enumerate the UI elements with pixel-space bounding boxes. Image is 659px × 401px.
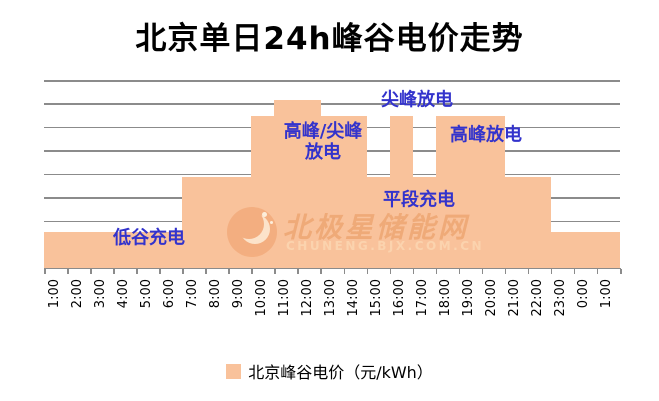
x-tick-label: 6:00 (161, 279, 177, 309)
gridline (44, 103, 620, 105)
bar-13:00 (320, 116, 344, 268)
bar-22:00 (527, 177, 552, 268)
bar-1:00 (44, 232, 68, 268)
axis-tick (343, 269, 346, 274)
axis-tick (458, 269, 461, 274)
axis-tick (44, 269, 46, 274)
axis-tick (435, 269, 438, 274)
axis-tick (366, 269, 369, 274)
bar-2:00 (67, 232, 91, 268)
axis-tick (228, 269, 230, 274)
axis-tick (274, 269, 276, 274)
bar-17:00 (412, 177, 437, 268)
axis-tick (412, 269, 415, 274)
bar-21:00 (504, 177, 529, 268)
axis-tick (596, 269, 599, 274)
watermark-url: CHUNENG.BJX.COM.CN (286, 239, 485, 253)
x-tick-label: 15:00 (369, 279, 385, 317)
bar-12:00 (297, 99, 321, 268)
axis-tick (182, 269, 184, 274)
axis-tick (389, 269, 392, 274)
axis-tick (90, 269, 92, 274)
bar-7:00 (182, 177, 206, 268)
x-tick-label: 4:00 (115, 279, 131, 309)
axis-tick (504, 269, 507, 274)
plot-area (44, 80, 621, 268)
x-tick-label: 3:00 (92, 279, 108, 309)
star-icon (270, 221, 273, 224)
gridline (44, 80, 620, 82)
x-tick-label: 10:00 (253, 279, 269, 317)
axis-tick (297, 269, 299, 274)
x-tick-label: 12:00 (299, 279, 315, 317)
legend-swatch (226, 363, 242, 379)
axis-tick (573, 269, 576, 274)
axis-tick (251, 269, 253, 274)
annotation-peak-discharge: 高峰放电 (450, 124, 522, 146)
axis-tick (550, 269, 553, 274)
annotation-peak-sharp-discharge: 高峰/尖峰 放电 (283, 121, 363, 163)
bar-1:00 (596, 232, 621, 268)
axis-tick (67, 269, 69, 274)
bar-6:00 (159, 232, 183, 268)
bar-5:00 (136, 232, 160, 268)
x-tick-label: 14:00 (346, 279, 362, 317)
x-tick-label: 1:00 (599, 279, 615, 309)
legend-label: 北京峰谷电价（元/kWh） (248, 363, 433, 382)
bar-11:00 (274, 99, 298, 268)
x-axis-line (44, 267, 621, 269)
bar-15:00 (366, 177, 391, 268)
bar-19:00 (458, 116, 483, 268)
x-tick-label: 16:00 (392, 279, 408, 317)
bar-8:00 (205, 177, 229, 268)
x-tick-label: 5:00 (138, 279, 154, 309)
x-tick-label: 2:00 (69, 279, 85, 309)
x-tick-label: 19:00 (461, 279, 477, 317)
bar-3:00 (90, 232, 114, 268)
bar-20:00 (481, 116, 506, 268)
annotation-flat-charge: 平段充电 (383, 189, 455, 211)
x-tick-label: 17:00 (415, 279, 431, 317)
watermark-brand: 北极星储能网 (283, 211, 470, 244)
moon-stars-icon (227, 207, 277, 257)
axis-tick (620, 269, 622, 274)
chart-title: 北京单日24h峰谷电价走势 (135, 21, 524, 57)
axis-tick (527, 269, 530, 274)
legend: 北京峰谷电价（元/kWh） (0, 359, 659, 383)
axis-tick (205, 269, 207, 274)
x-tick-label: 9:00 (230, 279, 246, 309)
axis-tick (113, 269, 115, 274)
bar-18:00 (435, 116, 460, 268)
axis-tick (481, 269, 484, 274)
x-tick-label: 21:00 (507, 279, 523, 317)
x-tick-label: 20:00 (484, 279, 500, 317)
star-icon (262, 212, 267, 217)
bar-0:00 (573, 232, 598, 268)
axis-tick (159, 269, 161, 274)
annotation-valley-charge: 低谷充电 (113, 227, 185, 249)
axis-tick (136, 269, 138, 274)
x-tick-label: 11:00 (276, 279, 292, 317)
x-tick-label: 18:00 (438, 279, 454, 317)
bar-4:00 (113, 232, 137, 268)
annotation-sharp-discharge: 尖峰放电 (381, 89, 453, 111)
x-tick-label: 7:00 (184, 279, 200, 309)
axis-tick (320, 269, 322, 274)
x-tick-label: 0:00 (576, 279, 592, 309)
bar-16:00 (389, 116, 414, 268)
x-tick-label: 23:00 (553, 279, 569, 317)
x-tick-label: 22:00 (530, 279, 546, 317)
x-tick-label: 1:00 (46, 279, 62, 309)
bar-14:00 (343, 116, 368, 268)
x-tick-label: 13:00 (323, 279, 338, 317)
x-tick-label: 8:00 (207, 279, 223, 309)
bar-23:00 (550, 232, 575, 268)
